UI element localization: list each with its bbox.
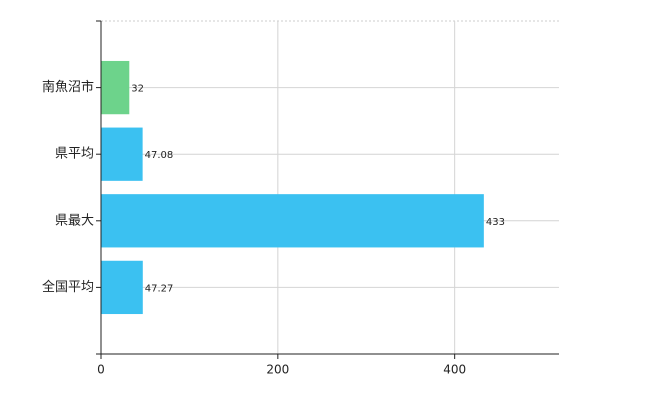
y-tick-label: 南魚沼市 — [42, 79, 94, 95]
y-tick-label: 県平均 — [55, 147, 94, 162]
y-tick-label: 県最大 — [55, 213, 94, 228]
y-tick-label: 全国平均 — [42, 279, 94, 295]
bar — [101, 60, 130, 115]
x-tick-label: 0 — [97, 363, 105, 377]
bar — [101, 260, 143, 315]
bar — [101, 127, 143, 181]
value-label: 32 — [131, 84, 144, 95]
x-tick-label: 200 — [266, 363, 289, 377]
value-label: 433 — [486, 217, 505, 228]
bar — [101, 194, 484, 248]
x-tick-label: 400 — [443, 363, 466, 377]
value-label: 47.27 — [145, 283, 174, 294]
value-label: 47.08 — [145, 150, 174, 161]
